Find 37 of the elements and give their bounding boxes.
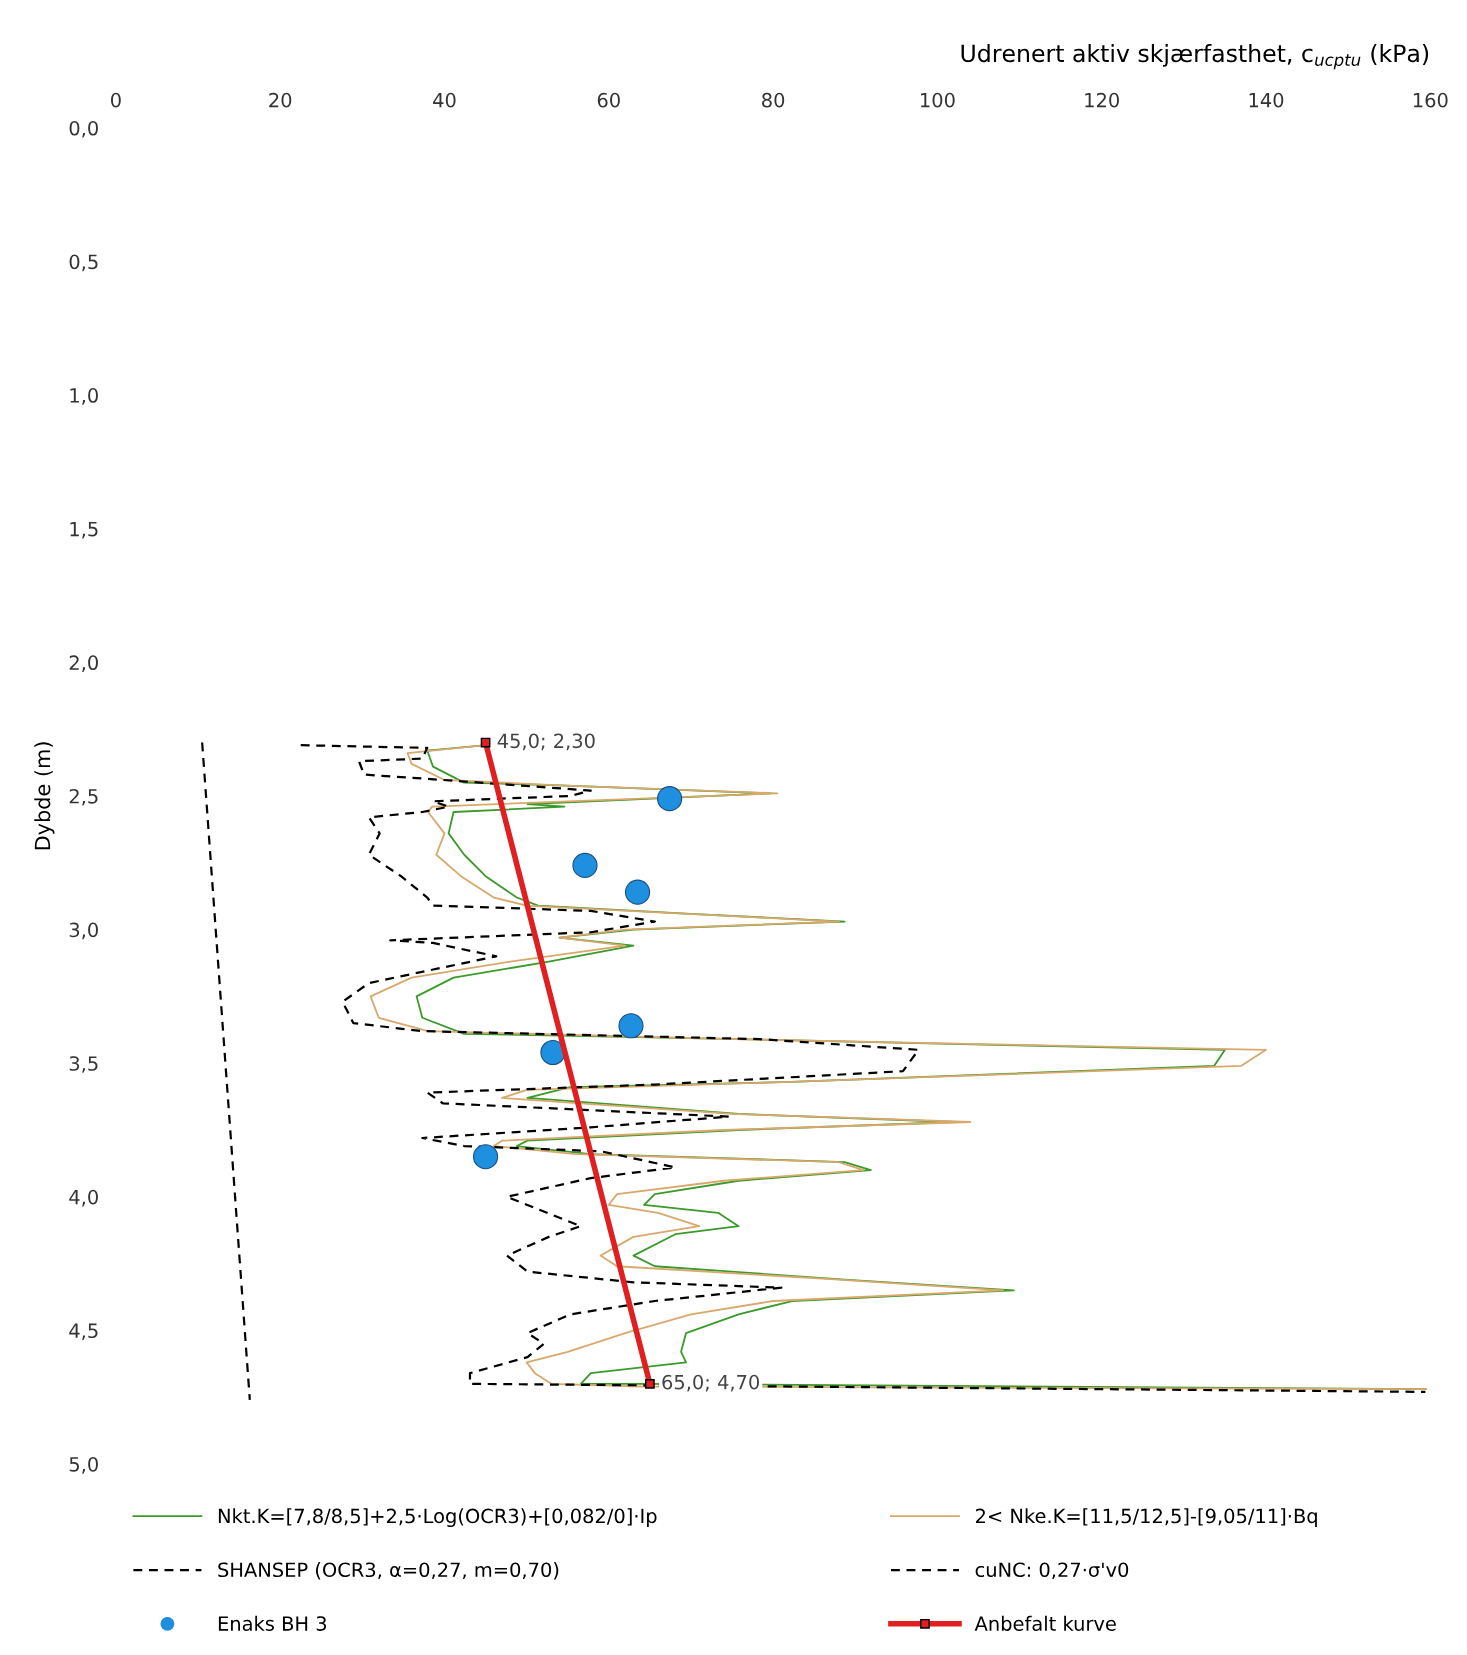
point bbox=[572, 852, 598, 879]
point bbox=[618, 1013, 644, 1039]
y-axis-title: Dybde (m) bbox=[34, 742, 55, 850]
legend-label: 2< Nke.K=[11,5/12,5]-[9,05/11]·Bq bbox=[975, 1508, 1317, 1528]
y-tick-label: 2,0 bbox=[69, 655, 98, 673]
point bbox=[624, 879, 651, 905]
y-tick-label: 0,5 bbox=[69, 254, 98, 272]
y-tick-label: 2,5 bbox=[69, 788, 98, 806]
x-tick-label: 160 bbox=[1413, 92, 1448, 108]
annotation: 65,0; 4,70 bbox=[662, 1374, 760, 1392]
annotation: 45,0; 2,30 bbox=[497, 733, 595, 751]
x-tick-label: 140 bbox=[1249, 92, 1284, 108]
legend-label: Anbefalt kurve bbox=[974, 1615, 1116, 1631]
x-axis-title: Udrenert aktiv skjærfasthet, c$_{ucptu}$ (kPa) bbox=[961, 43, 1429, 70]
point bbox=[540, 1039, 566, 1066]
x-tick-label: 80 bbox=[762, 92, 785, 108]
point bbox=[645, 1378, 655, 1389]
x-tick-label: 0 bbox=[110, 92, 121, 108]
y-tick-label: 5,0 bbox=[69, 1456, 98, 1474]
x-tick-label: 60 bbox=[597, 92, 620, 108]
y-tick-label: 4,0 bbox=[69, 1189, 98, 1207]
legend-label: Nkt.K=[7,8/8,5]+2,5·Log(OCR3)+[0,082/0]·Ip bbox=[218, 1508, 657, 1528]
x-tick-label: 20 bbox=[269, 92, 292, 108]
point bbox=[657, 786, 683, 812]
y-tick-label: 4,5 bbox=[69, 1323, 98, 1341]
y-tick-label: 1,5 bbox=[70, 521, 98, 539]
x-tick-label: 40 bbox=[433, 92, 456, 108]
legend-label: Enaks BH 3 bbox=[218, 1615, 327, 1631]
legend-label: cuNC: 0,27·σ'v0 bbox=[975, 1562, 1129, 1580]
x-tick-label: 100 bbox=[920, 92, 955, 108]
point bbox=[472, 1144, 499, 1170]
y-tick-label: 0,0 bbox=[69, 120, 98, 138]
y-tick-label: 1,0 bbox=[70, 388, 98, 405]
y-tick-label: 3,5 bbox=[69, 1056, 98, 1073]
x-tick-label: 120 bbox=[1085, 92, 1119, 108]
legend-label: SHANSEP (OCR3, α=0,27, m=0,70) bbox=[218, 1562, 559, 1580]
y-tick-label: 3,0 bbox=[69, 922, 98, 940]
